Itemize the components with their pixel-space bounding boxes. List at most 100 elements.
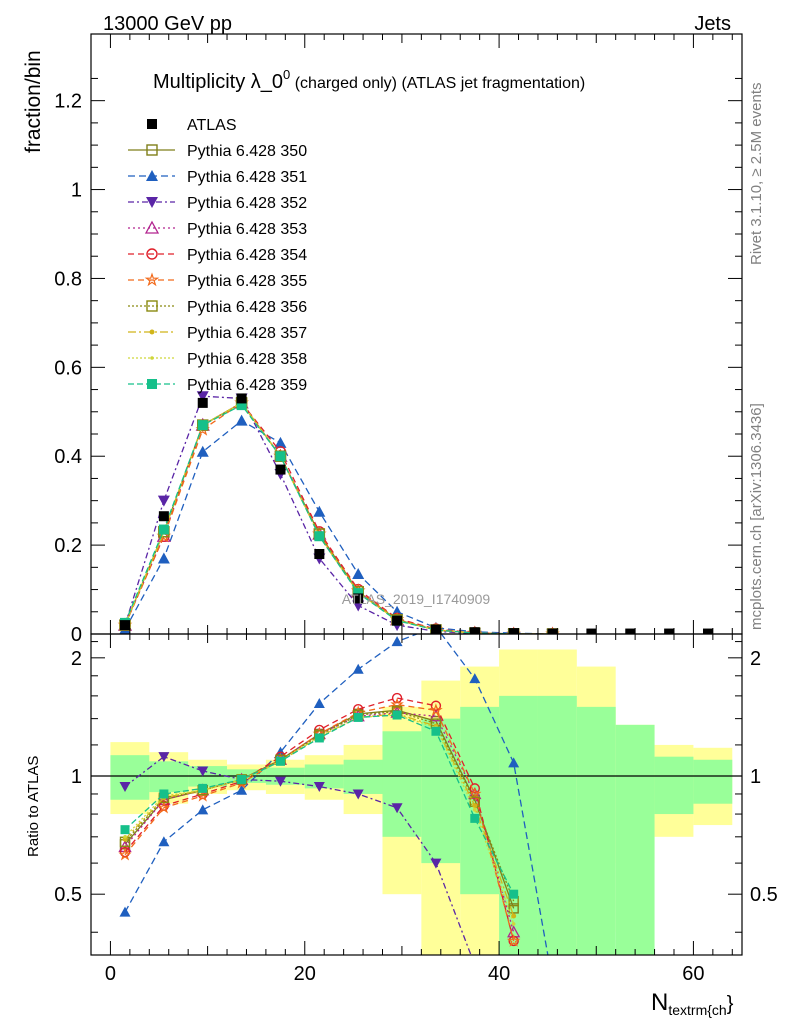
y-tick-label: 1 [71,180,82,202]
uncertainty-band-inner [149,761,189,793]
legend-label: Pythia 6.428 351 [187,169,307,186]
atlas-data-point [392,615,403,626]
legend-marker [146,170,158,181]
ratio-series-point [469,783,480,794]
series-point [196,445,209,457]
series-point [158,524,169,535]
y-tick-label: 0.6 [54,357,82,379]
legend-label: Pythia 6.428 356 [187,299,307,316]
series-point [313,505,326,517]
legend-label: Pythia 6.428 357 [187,325,307,342]
uncertainty-band-inner [615,724,655,955]
ratio-series-point [391,803,403,814]
atlas-data-point [275,464,286,475]
legend-marker [146,197,158,208]
series-point [157,495,170,507]
atlas-data-point [702,628,713,634]
x-tick-label: 60 [682,963,704,985]
ratio-series-point [511,913,517,919]
series-point [236,400,247,411]
ratio-series-point [508,757,520,768]
y-axis-label: fraction/bin [22,50,45,153]
ratio-series-point [352,789,364,800]
legend-marker [150,356,154,360]
chart-title-rest: (charged only) (ATLAS jet fragmentation) [290,75,585,92]
ratio-series-point [198,783,208,793]
atlas-data-point [664,628,675,634]
ratio-series-point [468,786,482,800]
legend-marker [144,272,160,287]
ratio-tick-label-right: 1 [750,766,761,788]
legend-marker [149,329,155,335]
ratio-series-point [511,922,516,926]
series-point [353,588,364,599]
ratio-series-point [392,710,402,720]
ratio-plot-area [91,634,742,955]
legend: ATLAS Pythia 6.428 350 Pythia 6.428 351 Pyt… [128,117,307,394]
ratio-series-point [469,673,481,684]
x-axis-label-sub: textrm{ch [668,1002,726,1018]
ratio-series-point [391,636,403,647]
ratio-series-point [237,774,247,784]
x-tick-label: 0 [105,963,116,985]
uncertainty-band-inner [343,759,383,794]
ratio-series-line [124,634,549,955]
ratio-series-point [236,784,248,795]
ratio-series-point [313,698,325,709]
ratio-series-point [391,692,403,704]
atlas-data-point [547,628,558,634]
y-tick-label: 0.8 [54,268,82,290]
atlas-data-point [197,397,208,408]
analysis-watermark: ATLAS_2019_I1740909 [342,591,491,607]
ratio-series-point [313,782,325,793]
ratio-plot-panel [91,634,742,955]
atlas-data-point [508,628,519,634]
ratio-series-point [430,700,442,711]
category-label: Jets [694,13,731,35]
uncertainty-band-inner [421,718,461,864]
atlas-data-point [158,511,169,522]
series-line [124,419,553,634]
legend-marker [147,119,157,129]
series-line [124,404,553,634]
legend-marker [146,300,158,312]
series-point [235,414,248,426]
legend-label: Pythia 6.428 353 [187,221,307,238]
ratio-series-point [506,933,521,947]
y-tick-label: 0 [71,624,82,646]
x-axis-label-main: N [651,989,668,1016]
x-tick-label: 40 [488,963,510,985]
atlas-data-point [120,620,131,631]
uncertainty-band-inner [654,756,694,815]
atlas-data-point [586,628,597,634]
ratio-series-point [119,782,131,793]
ratio-series-point [470,813,480,823]
ratio-tick-label-right: 2 [750,648,761,670]
series-point [274,436,287,448]
ratio-series-point [274,776,286,787]
ratio-series-point [472,808,477,812]
ratio-series-point [508,903,519,914]
series-point [157,552,170,564]
series-point [275,451,286,462]
ratio-series-point [353,712,363,722]
atlas-data-point [469,627,480,634]
ratio-series-line [124,755,472,955]
series-point [196,391,209,403]
ratio-tick-label: 1 [71,766,82,788]
ratio-tick-label: 0.5 [54,884,82,906]
y-tick-label: 0.4 [54,446,82,468]
legend-label: Pythia 6.428 355 [187,273,307,290]
x-tick-label: 20 [294,963,316,985]
uncertainty-band-inner [382,731,422,837]
series-point [314,531,325,542]
legend-label: Pythia 6.428 358 [187,351,307,368]
main-plot-area [117,391,713,634]
uncertainty-band-inner [576,706,616,955]
mcplots-label: mcplots.cern.ch [arXiv:1306.3436] [748,403,765,630]
y-tick-label: 1.2 [54,91,82,113]
ratio-series-point [509,889,519,899]
atlas-data-point [430,624,441,634]
chart-title-main: Multiplicity λ_0 [153,71,283,93]
legend-label: ATLAS [187,117,237,134]
